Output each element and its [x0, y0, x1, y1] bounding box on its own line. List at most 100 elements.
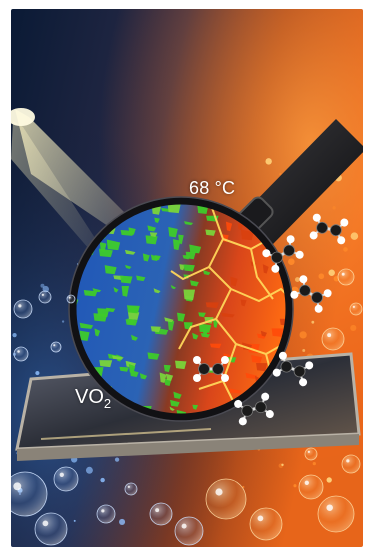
- phase-domain: [128, 363, 136, 374]
- phase-domain: [127, 318, 135, 325]
- material-subscript: 2: [103, 396, 112, 411]
- phase-domain: [121, 286, 130, 297]
- illustration: 68 °C VO2: [11, 9, 363, 547]
- phase-domain: [79, 330, 90, 342]
- phase-domain: [113, 286, 119, 293]
- bubble: [96, 504, 116, 524]
- phase-domain: [112, 355, 124, 360]
- phase-domain: [202, 270, 211, 276]
- phase-domain: [198, 312, 206, 318]
- phase-domain: [192, 404, 199, 410]
- ethylene-molecule-icon: [290, 275, 332, 313]
- ethylene-molecule-icon: [309, 213, 349, 245]
- ethylene-molecule-icon: [272, 351, 314, 387]
- ethylene-molecule-icon: [193, 356, 229, 382]
- phase-domain: [131, 334, 138, 341]
- phase-domain: [245, 372, 258, 379]
- bubble: [205, 478, 247, 520]
- phase-domain: [230, 276, 238, 287]
- ethylene-molecule-icon: [262, 235, 304, 273]
- bubble: [34, 512, 68, 546]
- phase-domain: [98, 248, 113, 258]
- phase-domain: [164, 317, 174, 323]
- phase-domain: [79, 322, 94, 329]
- phase-domain: [149, 232, 158, 237]
- phase-domain: [184, 221, 194, 226]
- bubble: [53, 466, 79, 492]
- bubble: [341, 454, 361, 474]
- phase-domain: [178, 234, 184, 245]
- phase-domain: [251, 355, 263, 364]
- phase-domain: [175, 360, 187, 370]
- phase-domain: [200, 332, 211, 338]
- phase-domain: [94, 328, 101, 337]
- phase-domain: [83, 290, 98, 297]
- phase-domain: [142, 253, 150, 262]
- phase-domain: [182, 255, 191, 260]
- bubbles: [11, 268, 363, 546]
- phase-domain: [147, 225, 157, 232]
- phase-domain: [127, 311, 140, 321]
- phase-domain: [139, 373, 148, 380]
- magnifier-rim: [69, 197, 293, 421]
- bubble: [321, 327, 345, 351]
- bubble: [317, 495, 355, 533]
- phase-domain: [183, 289, 196, 301]
- phase-domain: [147, 352, 160, 360]
- ethylene-molecules: [193, 213, 349, 426]
- phase-domain: [172, 239, 181, 251]
- material-formula: VO: [75, 386, 104, 408]
- bubble: [298, 474, 324, 500]
- phase-domain: [154, 255, 161, 261]
- phase-domain: [164, 378, 172, 386]
- phase-domain: [159, 372, 167, 384]
- phase-domain: [124, 249, 136, 255]
- bubble: [349, 302, 363, 316]
- phase-domain: [205, 302, 219, 309]
- phase-domain: [173, 391, 182, 399]
- phase-domain: [93, 313, 108, 322]
- bubble: [304, 447, 318, 461]
- phase-domain: [154, 217, 160, 223]
- bubble: [11, 471, 48, 517]
- phase-domain: [167, 319, 175, 331]
- phase-domain: [119, 366, 130, 372]
- phase-domain: [229, 388, 242, 394]
- phase-domain: [128, 227, 136, 235]
- phase-domain: [260, 330, 268, 337]
- phase-domain: [183, 264, 195, 272]
- bubble: [149, 502, 173, 526]
- phase-domain: [125, 264, 132, 269]
- phase-domain: [240, 229, 254, 241]
- phase-domain: [192, 332, 199, 340]
- phase-domain: [106, 239, 121, 251]
- phase-domain: [120, 275, 133, 284]
- phase-domain: [167, 203, 181, 214]
- phase-domain: [256, 363, 268, 372]
- phase-domain: [240, 299, 247, 307]
- phase-domain: [205, 229, 216, 236]
- phase-domain: [271, 328, 284, 337]
- illustration-canvas: [11, 9, 363, 547]
- bubble: [50, 341, 62, 353]
- bubble: [66, 294, 76, 304]
- phase-domain: [136, 275, 146, 282]
- phase-domain: [176, 312, 186, 322]
- bubble: [13, 299, 33, 319]
- phase-domain: [190, 280, 199, 287]
- temperature-label: 68 °C: [189, 178, 236, 198]
- bubble: [249, 507, 283, 541]
- phase-domain: [99, 360, 113, 368]
- phase-domain: [225, 221, 233, 232]
- phase-domain: [104, 265, 117, 275]
- bubble: [13, 346, 29, 362]
- phase-domain: [169, 406, 175, 411]
- phase-domain: [150, 326, 161, 333]
- phase-domain: [163, 364, 171, 373]
- phase-domain: [189, 244, 202, 254]
- phase-domain: [262, 264, 269, 274]
- bubble: [337, 268, 355, 286]
- phase-domain: [210, 343, 222, 349]
- phase-domain: [168, 226, 178, 238]
- bubble: [38, 290, 52, 304]
